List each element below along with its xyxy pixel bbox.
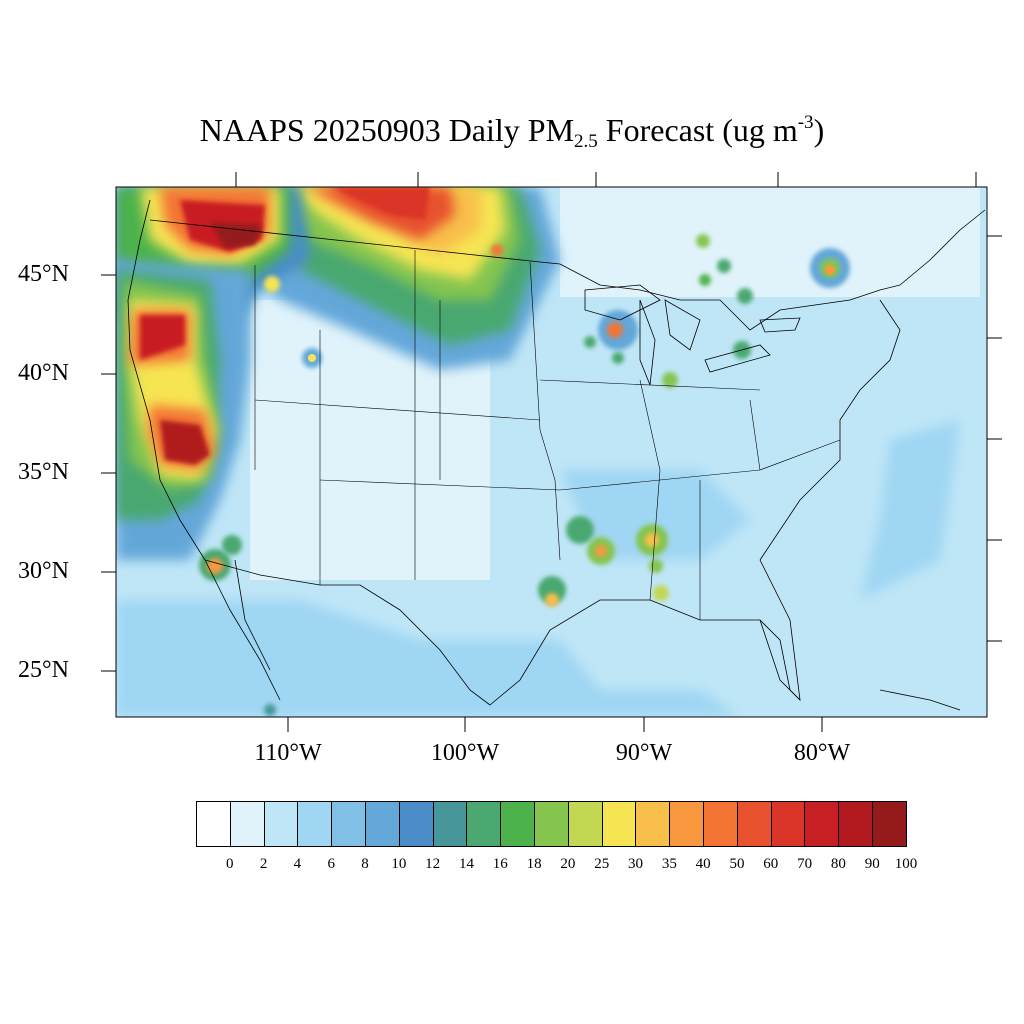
title-main: NAAPS 20250903 Daily PM (199, 112, 575, 148)
colorbar-swatch (399, 802, 434, 846)
hotspots (199, 234, 850, 716)
colorbar-tick-label: 6 (327, 856, 335, 872)
title-superscript: -3 (797, 112, 814, 133)
colorbar-tick-label: 30 (628, 856, 644, 872)
lon-label-80: 80°W (793, 740, 851, 766)
lon-label-110: 110°W (254, 740, 322, 766)
title-subscript: 2.5 (574, 131, 598, 152)
colorbar-tick-label: 14 (458, 856, 474, 872)
colorbar-swatch (332, 802, 366, 846)
colorbar-tick-label: 100 (894, 856, 918, 872)
colorbar-tick-label: 0 (226, 856, 234, 872)
lat-label-25: 25°N (18, 657, 69, 683)
colorbar-tick-label: 25 (594, 856, 610, 872)
colorbar-swatch (230, 802, 265, 846)
colorbar-labels: 0 2 4 6 8 10 12 14 16 18 20 25 30 35 40 50 60 70 80 90 100 (196, 856, 917, 876)
colorbar-swatch (805, 802, 840, 846)
map-frame (115, 186, 988, 718)
colorbar-tick-label: 16 (492, 856, 508, 872)
colorbar-tick-label: 35 (661, 856, 677, 872)
title-rest: Forecast (ug m (597, 112, 798, 148)
colorbar-swatch (872, 802, 907, 846)
colorbar-swatch (839, 802, 873, 846)
lon-label-100: 100°W (430, 740, 500, 766)
lat-label-40: 40°N (18, 360, 69, 386)
colorbar-swatch (703, 802, 738, 846)
colorbar-swatch (670, 802, 704, 846)
colorbar-swatch (602, 802, 637, 846)
colorbar (196, 801, 907, 847)
tick-marks (101, 172, 1002, 732)
lat-label-45: 45°N (18, 261, 69, 287)
colorbar-swatch (365, 802, 400, 846)
colorbar-tick-label: 10 (391, 856, 407, 872)
lon-label-90: 90°W (615, 740, 673, 766)
lat-label-30: 30°N (18, 558, 69, 584)
colorbar-swatch (197, 802, 231, 846)
colorbar-swatch (636, 802, 671, 846)
colorbar-tick-label: 8 (361, 856, 369, 872)
colorbar-swatch (264, 802, 299, 846)
page-title: NAAPS 20250903 Daily PM2.5 Forecast (ug … (0, 112, 1024, 153)
colorbar-tick-label: 18 (526, 856, 542, 872)
colorbar-swatch (771, 802, 806, 846)
colorbar-tick-label: 20 (560, 856, 576, 872)
colorbar-tick-label: 80 (830, 856, 846, 872)
colorbar-tick-label: 60 (763, 856, 779, 872)
colorbar-tick-label: 90 (864, 856, 880, 872)
map-field (116, 187, 987, 717)
colorbar-tick-label: 70 (797, 856, 813, 872)
colorbar-tick-label: 40 (695, 856, 711, 872)
colorbar-tick-label: 12 (425, 856, 441, 872)
california-plume (116, 260, 250, 560)
lat-label-35: 35°N (18, 459, 69, 485)
colorbar-swatch (433, 802, 468, 846)
colorbar-swatch (501, 802, 535, 846)
coastlines-and-borders (127, 199, 986, 711)
colorbar-swatch (534, 802, 569, 846)
northern-plains-plume (240, 187, 560, 370)
colorbar-swatch (298, 802, 333, 846)
colorbar-tick-label: 50 (729, 856, 745, 872)
colorbar-tick-label: 2 (259, 856, 268, 872)
colorbar-swatch (737, 802, 772, 846)
colorbar-swatch (568, 802, 603, 846)
colorbar-swatch (467, 802, 502, 846)
colorbar-tick-label: 4 (293, 856, 302, 872)
title-close: ) (813, 112, 825, 148)
